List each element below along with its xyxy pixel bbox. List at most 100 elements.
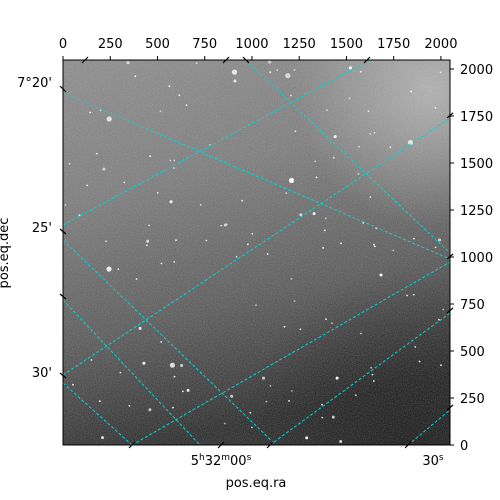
star <box>293 300 296 302</box>
star <box>269 71 272 74</box>
star <box>169 200 173 204</box>
star <box>373 245 376 248</box>
star <box>235 255 238 258</box>
right-tick-label: 1750 <box>460 110 493 125</box>
star <box>324 217 327 220</box>
star <box>294 130 297 133</box>
star <box>156 191 159 194</box>
y-axis-title: pos.eq.dec <box>0 218 12 289</box>
star <box>160 341 163 343</box>
star <box>299 213 303 217</box>
grid-line <box>63 117 450 376</box>
star <box>333 135 337 139</box>
star <box>126 61 130 65</box>
star <box>285 73 291 79</box>
star <box>285 192 288 195</box>
star <box>225 223 228 226</box>
star <box>442 308 445 311</box>
star <box>249 411 252 414</box>
star <box>99 109 102 112</box>
star <box>86 184 89 187</box>
star <box>251 426 253 429</box>
star <box>440 364 442 367</box>
star <box>291 390 293 392</box>
grid-line <box>63 299 201 445</box>
right-tick-label: 1250 <box>460 204 493 219</box>
top-tick-label: 1500 <box>330 37 363 52</box>
star <box>160 262 163 265</box>
star <box>288 400 290 402</box>
star <box>149 155 152 158</box>
star <box>389 146 392 149</box>
star <box>241 199 244 202</box>
star <box>105 240 107 243</box>
star <box>262 376 265 380</box>
star <box>288 177 295 184</box>
star <box>230 394 234 398</box>
grid-line <box>245 60 450 254</box>
star <box>434 246 437 249</box>
top-tick-label: 2000 <box>424 37 457 52</box>
top-tick-label: 0 <box>59 37 67 52</box>
star <box>369 196 372 198</box>
world-ticks <box>59 56 454 449</box>
grid-line <box>269 312 450 445</box>
star <box>89 111 92 114</box>
right-tick-label: 750 <box>460 298 485 313</box>
star <box>128 404 131 407</box>
star <box>439 71 442 74</box>
right-tick-label: 250 <box>460 392 485 407</box>
star <box>186 388 190 392</box>
star <box>293 69 296 71</box>
grid-line <box>63 239 277 445</box>
star <box>266 253 269 255</box>
star <box>370 366 372 369</box>
star <box>169 362 175 368</box>
star <box>392 249 395 252</box>
star <box>90 359 93 361</box>
star <box>106 266 112 272</box>
star <box>199 204 202 206</box>
star <box>185 104 188 107</box>
star <box>358 145 360 148</box>
star <box>146 239 150 243</box>
star <box>172 167 175 169</box>
star <box>321 416 324 419</box>
star <box>231 69 238 75</box>
right-tick-label: 1500 <box>460 157 493 172</box>
top-tick-label: 750 <box>192 37 217 52</box>
sky-image <box>63 60 450 445</box>
star <box>305 436 309 440</box>
star <box>323 229 326 232</box>
grid-line <box>407 409 450 445</box>
grid-line <box>63 382 133 445</box>
star <box>412 293 415 296</box>
right-axis: 0 250 500 750 1000 1250 1500 1750 2000 <box>450 63 493 454</box>
dec-tick-label: 7°20' <box>17 76 52 91</box>
right-tick-label: 500 <box>460 345 485 360</box>
star <box>283 325 286 328</box>
star <box>148 408 152 412</box>
star <box>145 244 148 247</box>
star <box>332 156 335 159</box>
star <box>247 243 249 246</box>
star <box>418 360 421 363</box>
star <box>314 160 317 163</box>
star-field <box>64 60 445 443</box>
star <box>68 162 71 165</box>
star <box>321 403 323 406</box>
star <box>173 159 176 162</box>
star <box>373 131 376 134</box>
star <box>101 436 104 440</box>
star <box>438 318 440 321</box>
right-tick-label: 2000 <box>460 63 493 78</box>
ra-tick-label: 5h32m00s <box>191 453 252 469</box>
star <box>412 237 415 240</box>
star <box>72 383 74 386</box>
star <box>195 62 198 64</box>
star <box>135 278 138 280</box>
star <box>159 110 162 113</box>
star <box>223 422 226 425</box>
star <box>134 75 137 77</box>
star <box>138 326 142 330</box>
